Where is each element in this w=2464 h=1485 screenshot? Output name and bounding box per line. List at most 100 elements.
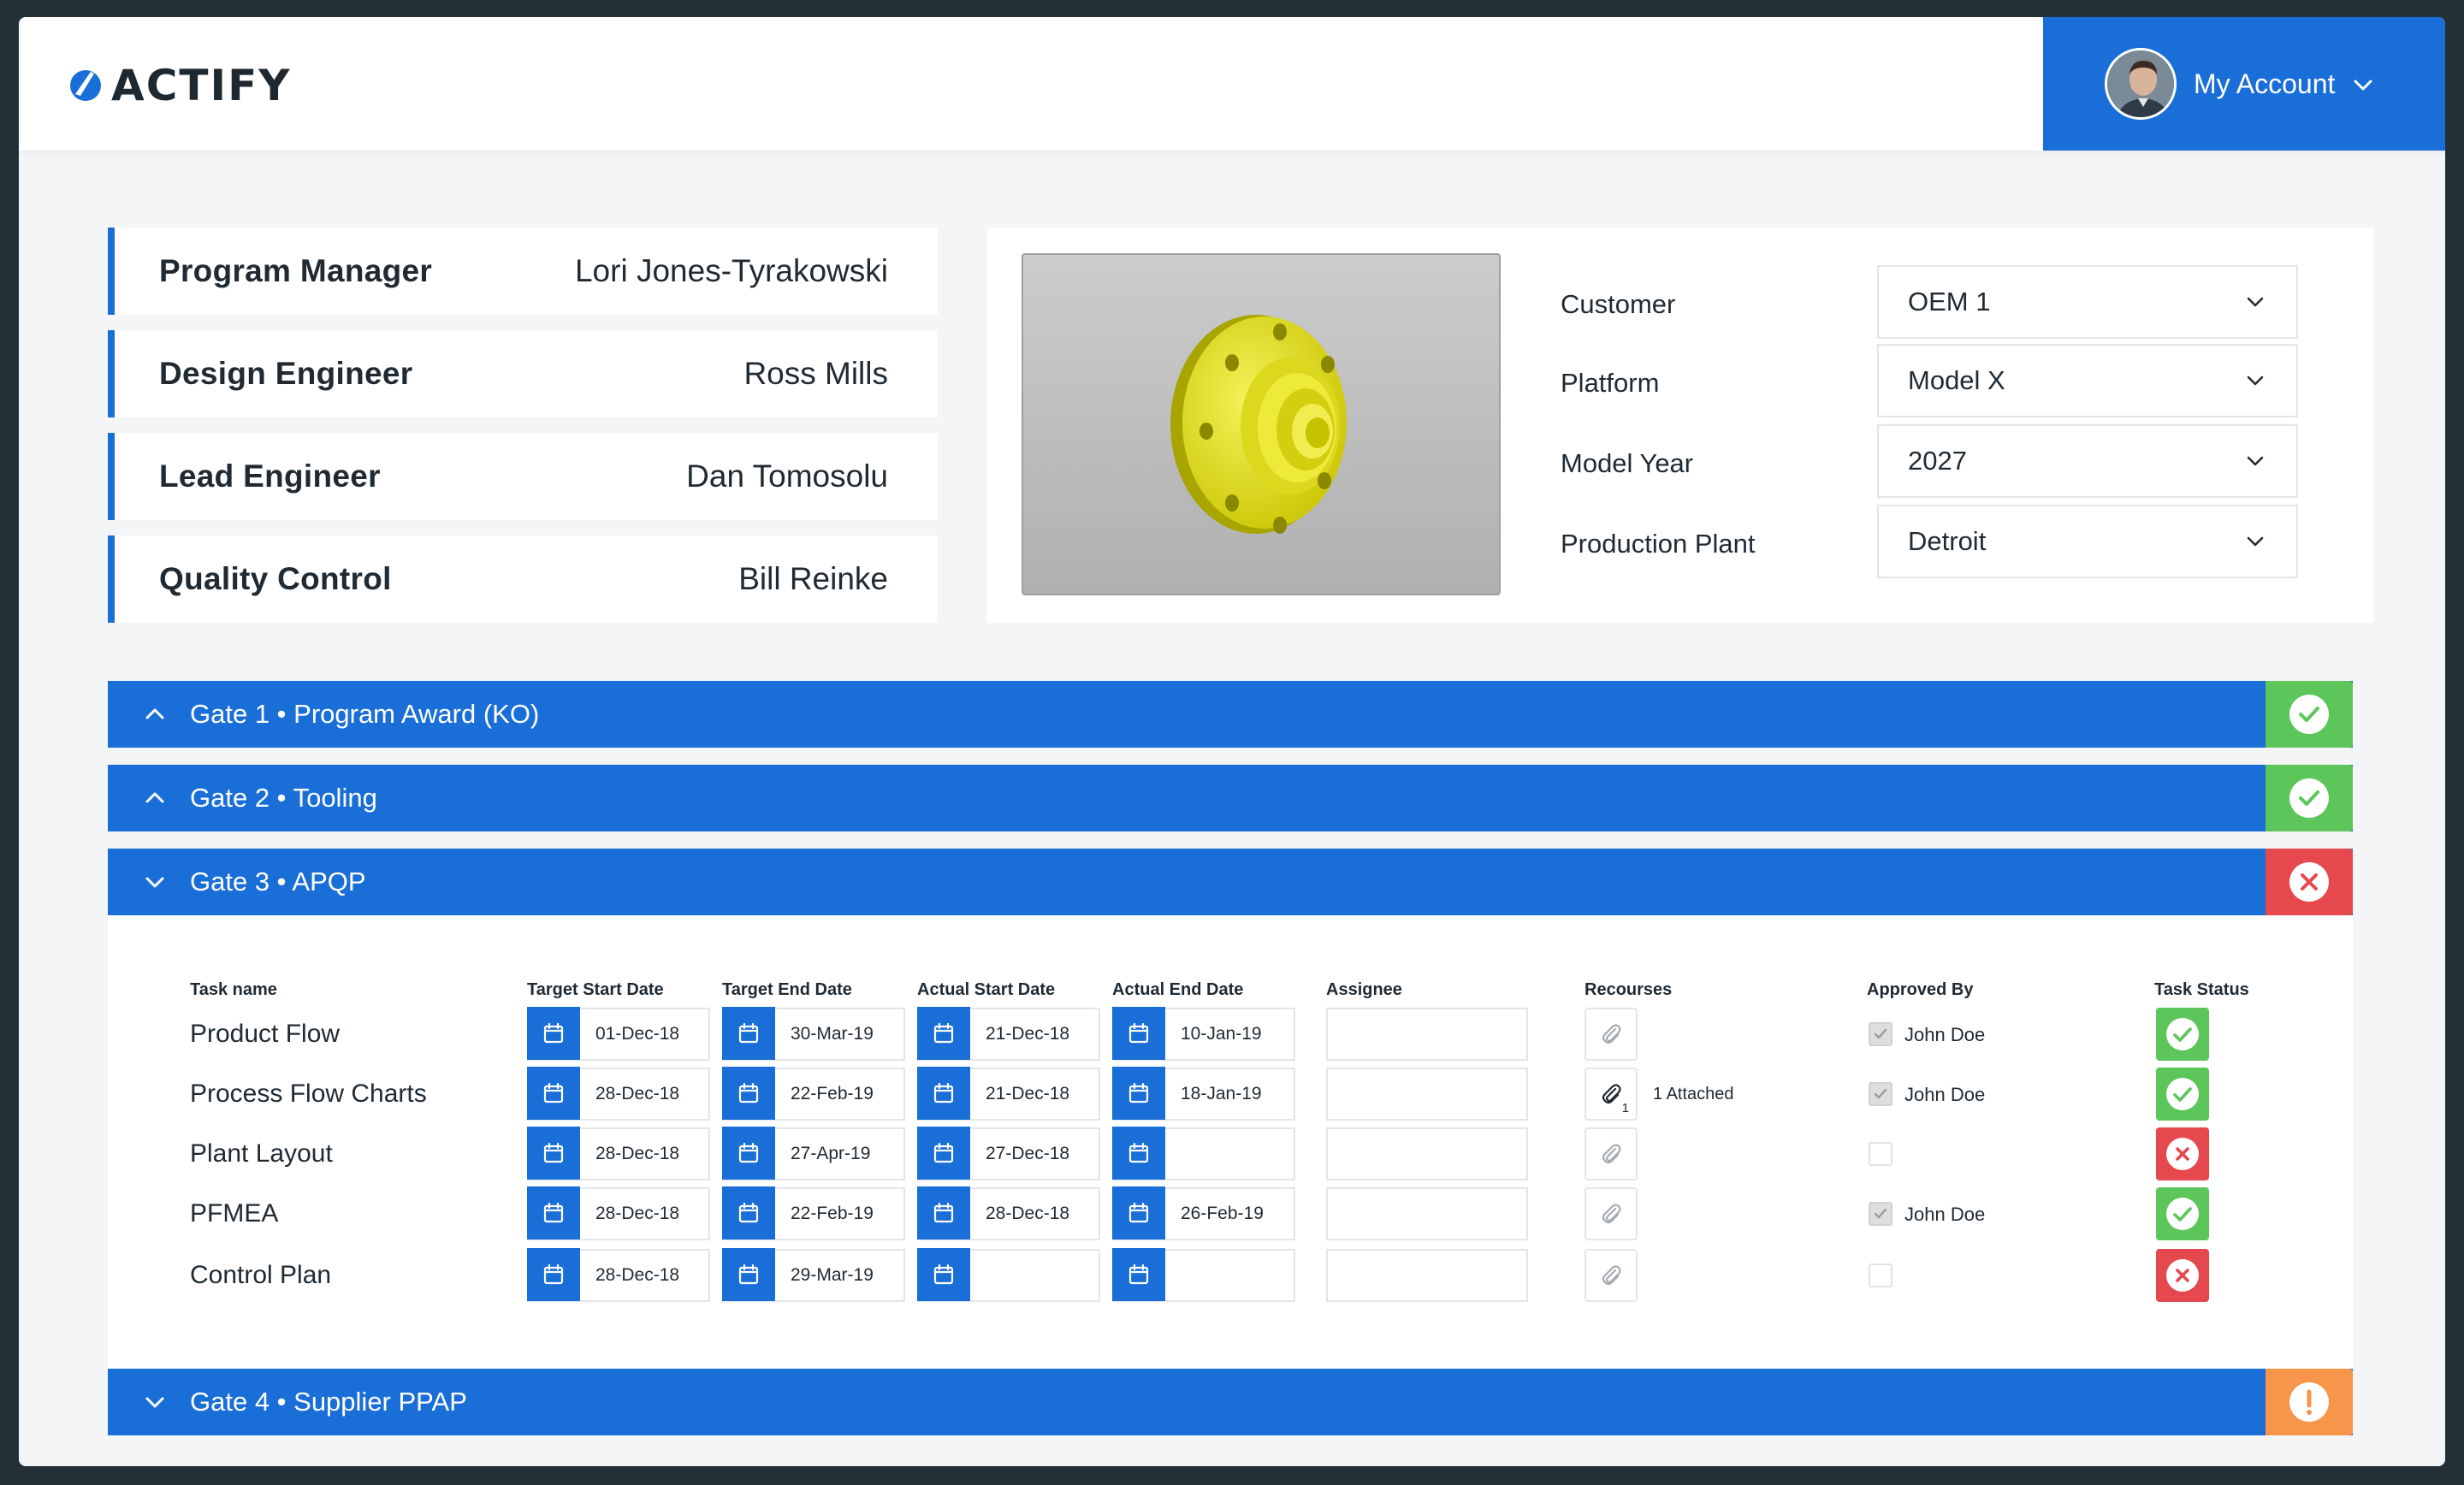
actual-end-date-field[interactable] [1112, 1248, 1295, 1302]
actual-start-date-field[interactable] [917, 1248, 1100, 1302]
date-value: 29-Mar-19 [791, 1265, 874, 1285]
calendar-button[interactable] [917, 1127, 970, 1180]
part-3d-preview[interactable] [1022, 253, 1501, 595]
actual-start-date-field[interactable]: 28-Dec-18 [917, 1186, 1100, 1240]
calendar-button[interactable] [1112, 1007, 1165, 1060]
calendar-button[interactable] [722, 1248, 775, 1301]
attach-button[interactable]: 1 [1584, 1068, 1638, 1121]
task-name: Product Flow [190, 1020, 341, 1048]
gate-2-header[interactable]: Gate 2 • Tooling [108, 765, 2353, 831]
calendar-button[interactable] [917, 1186, 970, 1239]
calendar-icon [738, 1202, 759, 1223]
date-value: 28-Dec-18 [595, 1144, 680, 1163]
calendar-button[interactable] [722, 1067, 775, 1120]
target-end-date-field[interactable]: 30-Mar-19 [722, 1007, 905, 1061]
date-value: 28-Dec-18 [595, 1204, 680, 1223]
calendar-button[interactable] [917, 1067, 970, 1120]
target-end-date-field[interactable]: 27-Apr-19 [722, 1127, 905, 1180]
calendar-button[interactable] [527, 1248, 580, 1301]
paperclip-icon [1602, 1024, 1621, 1044]
model-year-select[interactable]: 2027 [1877, 424, 2298, 498]
target-end-date-field[interactable]: 22-Feb-19 [722, 1186, 905, 1240]
task-status-button[interactable] [2156, 1127, 2209, 1180]
actual-start-date-field[interactable]: 27-Dec-18 [917, 1127, 1100, 1180]
customer-select[interactable]: OEM 1 [1877, 265, 2298, 339]
calendar-button[interactable] [527, 1186, 580, 1239]
approved-checkbox[interactable] [1869, 1202, 1892, 1226]
calendar-icon [1128, 1022, 1149, 1044]
actual-start-date-field[interactable]: 21-Dec-18 [917, 1067, 1100, 1121]
date-value: 28-Dec-18 [595, 1265, 680, 1285]
calendar-button[interactable] [527, 1067, 580, 1120]
actual-end-date-field[interactable]: 10-Jan-19 [1112, 1007, 1295, 1061]
paperclip-icon [1602, 1084, 1621, 1104]
approver-name: John Doe [1904, 1024, 1986, 1045]
task-status-button[interactable] [2156, 1068, 2209, 1121]
approved-checkbox[interactable] [1869, 1263, 1892, 1287]
actual-end-date-field[interactable]: 26-Feb-19 [1112, 1186, 1295, 1240]
select-value: 2027 [1908, 446, 1967, 476]
approver-name: John Doe [1904, 1204, 1986, 1225]
assignee-input[interactable] [1326, 1068, 1528, 1121]
actual-start-date-field[interactable]: 21-Dec-18 [917, 1007, 1100, 1061]
account-label: My Account [2194, 68, 2336, 99]
approved-checkbox[interactable] [1869, 1142, 1892, 1166]
check-circle-icon [2166, 1078, 2199, 1110]
date-value: 10-Jan-19 [1181, 1024, 1262, 1044]
target-start-date-field[interactable]: 28-Dec-18 [527, 1127, 710, 1180]
target-end-date-field[interactable]: 22-Feb-19 [722, 1067, 905, 1121]
attach-button[interactable] [1584, 1249, 1638, 1302]
gate-3-status [2266, 849, 2353, 915]
my-account-button[interactable]: My Account [2043, 17, 2445, 151]
calendar-button[interactable] [1112, 1248, 1165, 1301]
person-role: Design Engineer [159, 356, 413, 391]
calendar-button[interactable] [1112, 1127, 1165, 1180]
platform-select[interactable]: Model X [1877, 344, 2298, 417]
assignee-input[interactable] [1326, 1187, 1528, 1240]
actual-end-date-field[interactable]: 18-Jan-19 [1112, 1067, 1295, 1121]
date-value: 21-Dec-18 [986, 1024, 1070, 1044]
gate-3-header[interactable]: Gate 3 • APQP [108, 849, 2353, 915]
task-status-button[interactable] [2156, 1008, 2209, 1061]
calendar-button[interactable] [722, 1186, 775, 1239]
assignee-input[interactable] [1326, 1249, 1528, 1302]
calendar-icon [1128, 1263, 1149, 1285]
gate-4-header[interactable]: Gate 4 • Supplier PPAP [108, 1369, 2353, 1435]
check-circle-icon [2289, 695, 2329, 734]
field-label-customer: Customer [1561, 289, 1676, 319]
gate-1-header[interactable]: Gate 1 • Program Award (KO) [108, 681, 2353, 748]
calendar-button[interactable] [917, 1248, 970, 1301]
actify-logo[interactable]: ACTIFY [68, 64, 291, 107]
actual-end-date-field[interactable] [1112, 1127, 1295, 1180]
check-icon [1874, 1208, 1887, 1219]
task-status-button[interactable] [2156, 1187, 2209, 1240]
chevron-down-icon [145, 1397, 164, 1408]
calendar-button[interactable] [527, 1127, 580, 1180]
person-name: Bill Reinke [738, 561, 888, 596]
calendar-button[interactable] [917, 1007, 970, 1060]
attach-button[interactable] [1584, 1187, 1638, 1240]
task-status-button[interactable] [2156, 1249, 2209, 1302]
target-start-date-field[interactable]: 28-Dec-18 [527, 1186, 710, 1240]
target-start-date-field[interactable]: 28-Dec-18 [527, 1067, 710, 1121]
top-header: ACTIFY My Account [19, 17, 2445, 151]
calendar-button[interactable] [527, 1007, 580, 1060]
product-info-panel: Customer OEM 1 Platform Model X Model Ye… [987, 228, 2373, 623]
target-end-date-field[interactable]: 29-Mar-19 [722, 1248, 905, 1302]
calendar-button[interactable] [1112, 1067, 1165, 1120]
approved-checkbox[interactable] [1869, 1082, 1892, 1106]
assignee-input[interactable] [1326, 1127, 1528, 1180]
attach-button[interactable] [1584, 1008, 1638, 1061]
calendar-button[interactable] [722, 1127, 775, 1180]
approved-checkbox[interactable] [1869, 1022, 1892, 1046]
attach-button[interactable] [1584, 1127, 1638, 1180]
calendar-button[interactable] [1112, 1186, 1165, 1239]
person-card-program-manager: Program Manager Lori Jones-Tyrakowski [108, 228, 938, 315]
production-plant-select[interactable]: Detroit [1877, 505, 2298, 578]
calendar-icon [543, 1263, 564, 1285]
assignee-input[interactable] [1326, 1008, 1528, 1061]
gate-2-status [2266, 765, 2353, 831]
calendar-button[interactable] [722, 1007, 775, 1060]
target-start-date-field[interactable]: 01-Dec-18 [527, 1007, 710, 1061]
target-start-date-field[interactable]: 28-Dec-18 [527, 1248, 710, 1302]
